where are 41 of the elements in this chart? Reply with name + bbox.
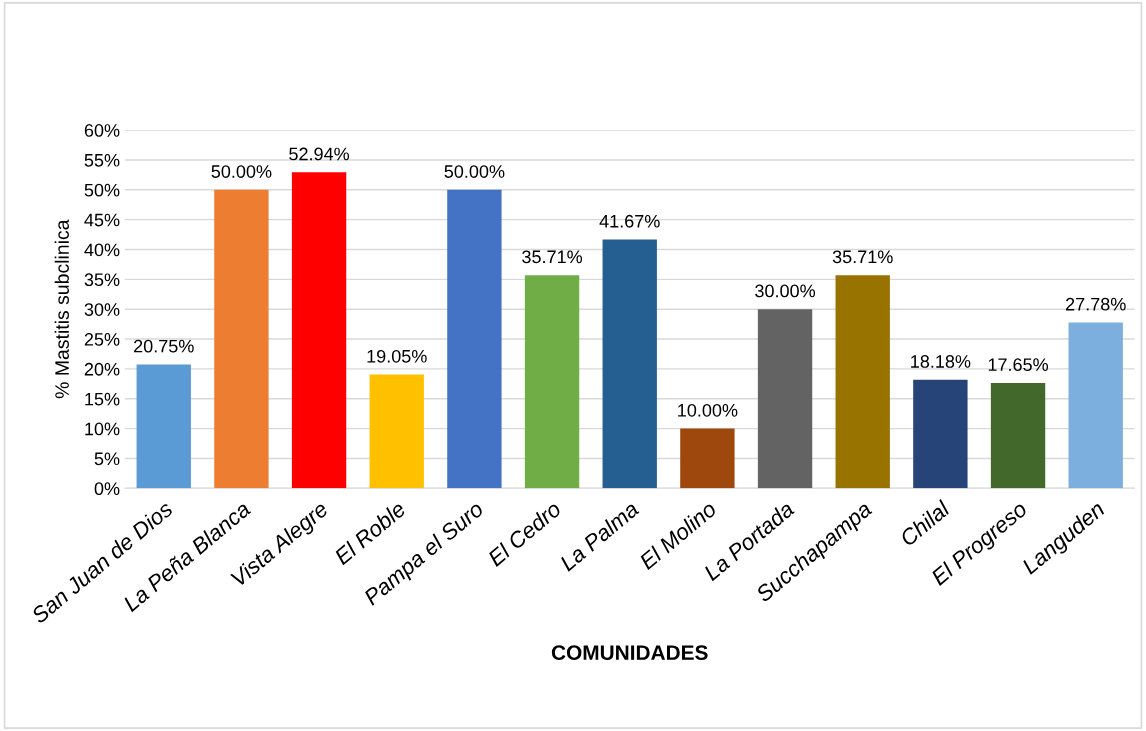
y-tick-label: 60% (84, 124, 120, 137)
data-label: 17.65% (988, 358, 1049, 372)
data-label: 50.00% (211, 165, 272, 178)
bar (757, 309, 813, 489)
data-label: 52.94% (289, 147, 350, 161)
y-tick-label: 55% (84, 153, 120, 167)
y-tick-label: 45% (84, 213, 120, 227)
data-label: 50.00% (444, 165, 505, 178)
y-tick-label: 0% (94, 482, 120, 496)
data-label: 30.00% (755, 284, 816, 298)
y-tick-label: 40% (84, 243, 120, 257)
y-tick-label: 30% (84, 303, 120, 316)
bar (524, 275, 580, 489)
data-label: 35.71% (832, 250, 893, 264)
y-tick-label: 25% (84, 333, 120, 346)
x-axis-title: COMUNIDADES (551, 645, 708, 661)
bar (447, 189, 502, 489)
y-tick-label: 20% (84, 362, 120, 376)
data-label: 27.78% (1066, 297, 1126, 311)
y-tick-label: 10% (85, 422, 120, 436)
y-tick-label: 5% (94, 452, 120, 466)
bar (835, 275, 890, 489)
bar (291, 172, 347, 489)
bar (602, 239, 657, 489)
data-label: 19.05% (367, 349, 427, 363)
bar (1068, 322, 1123, 489)
data-label: 20.75% (134, 339, 194, 353)
bar (136, 364, 191, 489)
bar (913, 379, 968, 489)
data-label: 35.71% (522, 250, 583, 264)
y-tick-label: 15% (85, 392, 120, 406)
bar (680, 428, 735, 489)
data-label: 41.67% (599, 214, 660, 228)
y-axis-title: % Mastitis subclinica (54, 219, 69, 399)
bar (990, 382, 1046, 489)
data-label: 18.18% (911, 355, 971, 368)
y-tick-label: 35% (84, 273, 120, 287)
bar (369, 374, 424, 489)
bar (214, 189, 269, 489)
data-label: 10.00% (678, 403, 738, 417)
y-tick-label: 50% (84, 183, 120, 197)
